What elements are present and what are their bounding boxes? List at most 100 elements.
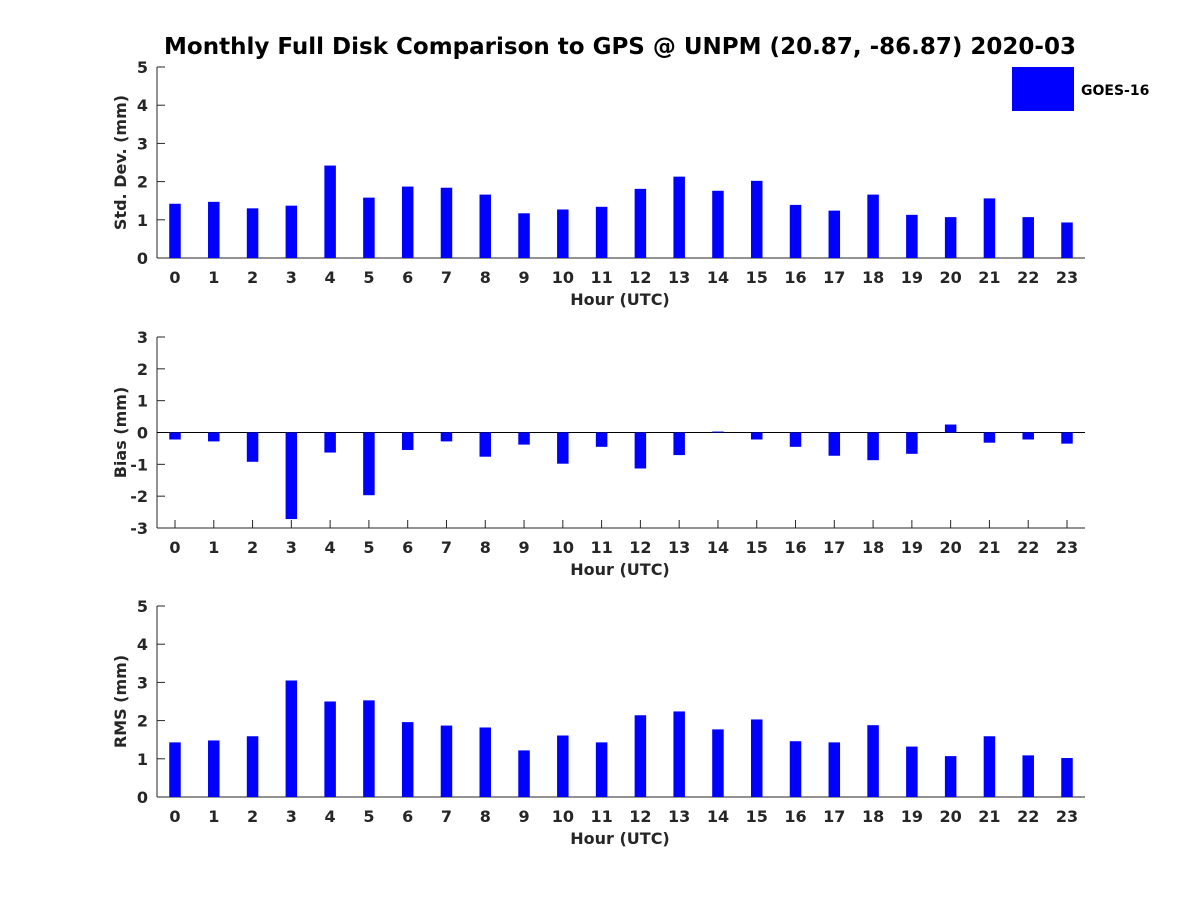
- rms-y-tick-label: 1: [137, 750, 148, 769]
- rms-bar-6: [401, 722, 414, 797]
- std-bar-19: [906, 214, 918, 258]
- rms-x-tick-label: 2: [247, 807, 258, 826]
- bias-bar-7: [440, 432, 453, 442]
- std-x-tick-label: 16: [784, 268, 806, 287]
- std-bar-13: [673, 176, 685, 258]
- bias-bar-20: [944, 424, 957, 433]
- bias-bar-15: [750, 432, 763, 440]
- bias-x-tick-label: 15: [746, 538, 768, 557]
- rms-bar-22: [1022, 755, 1034, 797]
- std-x-tick-label: 21: [978, 268, 1000, 287]
- std-x-tick-label: 7: [441, 268, 452, 287]
- bias-bar-9: [518, 432, 530, 445]
- bias-y-tick-label: -3: [130, 519, 148, 538]
- std-bar-7: [440, 187, 453, 258]
- rms-x-tick-label: 4: [325, 807, 336, 826]
- rms-bar-12: [634, 715, 647, 797]
- bias-bar-11: [595, 432, 608, 447]
- rms-x-tick-label: 9: [518, 807, 529, 826]
- bias-y-tick-label: -1: [130, 455, 148, 474]
- std-x-tick-label: 15: [746, 268, 768, 287]
- std-bar-23: [1061, 222, 1073, 258]
- std-bar-21: [983, 198, 996, 258]
- bias-x-tick-label: 22: [1017, 538, 1039, 557]
- rms-bar-23: [1061, 758, 1073, 797]
- rms-x-tick-label: 13: [668, 807, 690, 826]
- std-x-tick-label: 18: [862, 268, 884, 287]
- std-y-tick-label: 1: [137, 211, 148, 230]
- bias-x-tick-label: 1: [208, 538, 219, 557]
- rms-x-tick-label: 14: [707, 807, 729, 826]
- rms-x-tick-label: 18: [862, 807, 884, 826]
- rms-x-tick-label: 12: [629, 807, 651, 826]
- rms-x-tick-label: 15: [746, 807, 768, 826]
- bias-x-tick-label: 19: [901, 538, 923, 557]
- rms-x-tick-label: 7: [441, 807, 452, 826]
- rms-y-tick-label: 3: [137, 673, 148, 692]
- rms-bar-7: [440, 725, 453, 797]
- std-bar-12: [634, 188, 647, 258]
- rms-x-tick-label: 8: [480, 807, 491, 826]
- legend-swatch: [1012, 67, 1074, 111]
- bias-bar-12: [634, 432, 647, 469]
- rms-bar-20: [944, 756, 957, 797]
- std-bar-11: [595, 206, 608, 258]
- rms-x-tick-label: 0: [169, 807, 180, 826]
- std-x-tick-label: 9: [518, 268, 529, 287]
- std-y-tick-label: 5: [137, 58, 148, 77]
- bias-x-tick-label: 2: [247, 538, 258, 557]
- bias-y-tick-label: -2: [130, 487, 148, 506]
- std-bar-3: [285, 205, 298, 258]
- rms-y-tick-label: 2: [137, 712, 148, 731]
- bias-x-tick-label: 21: [978, 538, 1000, 557]
- rms-bar-19: [906, 746, 918, 797]
- std-bar-6: [401, 186, 414, 258]
- bias-x-tick-label: 18: [862, 538, 884, 557]
- bias-x-tick-label: 13: [668, 538, 690, 557]
- std-x-tick-label: 22: [1017, 268, 1039, 287]
- rms-x-tick-label: 16: [784, 807, 806, 826]
- rms-y-tick-label: 4: [137, 635, 148, 654]
- rms-x-axis-label: Hour (UTC): [570, 829, 670, 848]
- bias-x-tick-label: 6: [402, 538, 413, 557]
- std-x-tick-label: 11: [590, 268, 612, 287]
- rms-y-tick-label: 5: [137, 597, 148, 616]
- legend: GOES-16: [1012, 67, 1149, 111]
- std-y-tick-label: 3: [137, 134, 148, 153]
- std-x-tick-label: 8: [480, 268, 491, 287]
- std-bar-5: [363, 197, 375, 258]
- rms-bar-2: [246, 736, 259, 797]
- bias-x-tick-label: 3: [286, 538, 297, 557]
- rms-bar-3: [285, 680, 298, 797]
- bias-x-tick-label: 8: [480, 538, 491, 557]
- rms-x-tick-label: 21: [978, 807, 1000, 826]
- std-bar-8: [479, 194, 492, 258]
- std-x-tick-label: 1: [208, 268, 219, 287]
- std-y-tick-label: 0: [137, 249, 148, 268]
- bias-x-tick-label: 10: [552, 538, 574, 557]
- bias-bar-16: [789, 432, 802, 447]
- rms-bar-16: [789, 741, 802, 797]
- bias-x-tick-label: 17: [823, 538, 845, 557]
- rms-x-tick-label: 1: [208, 807, 219, 826]
- std-x-tick-label: 12: [629, 268, 651, 287]
- bias-bar-8: [479, 432, 492, 457]
- rms-bar-1: [208, 740, 220, 797]
- rms-bar-11: [595, 742, 608, 797]
- rms-y-axis-label: RMS (mm): [111, 655, 130, 748]
- std-x-tick-label: 2: [247, 268, 258, 287]
- rms-bar-9: [518, 750, 530, 797]
- bias-bar-14: [712, 431, 724, 433]
- rms-x-tick-label: 19: [901, 807, 923, 826]
- std-bar-17: [828, 210, 841, 258]
- bias-bar-3: [285, 432, 298, 520]
- rms-x-tick-label: 11: [590, 807, 612, 826]
- bias-bar-17: [828, 432, 841, 456]
- chart-title: Monthly Full Disk Comparison to GPS @ UN…: [164, 34, 1076, 60]
- legend-label: GOES-16: [1081, 83, 1149, 99]
- std-x-tick-label: 13: [668, 268, 690, 287]
